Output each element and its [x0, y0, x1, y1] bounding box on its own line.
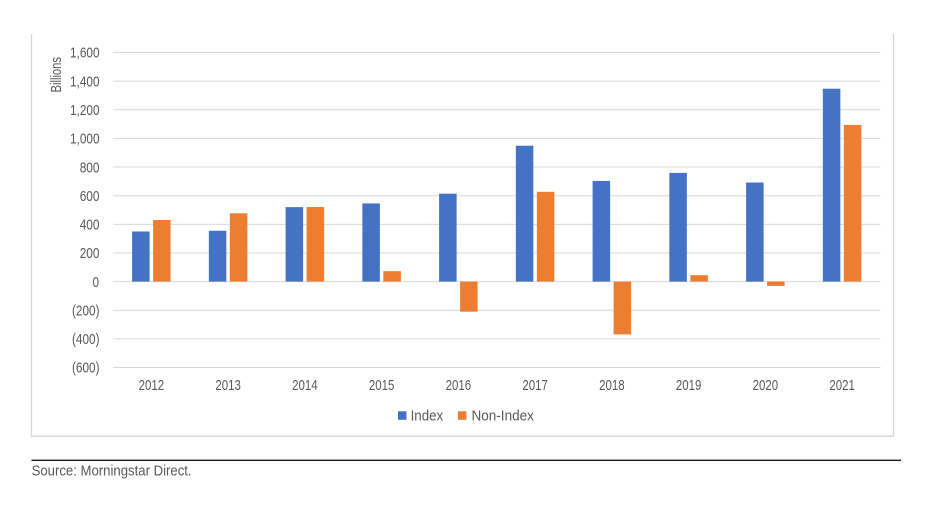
- svg-text:2019: 2019: [676, 377, 702, 394]
- svg-text:Source: Morningstar Direct.: Source: Morningstar Direct.: [32, 463, 192, 480]
- svg-text:1,000: 1,000: [70, 131, 100, 148]
- svg-text:Billions: Billions: [48, 57, 65, 93]
- svg-text:200: 200: [80, 245, 100, 262]
- svg-text:Non-Index: Non-Index: [472, 407, 535, 424]
- svg-text:Index: Index: [411, 407, 444, 424]
- svg-text:(400): (400): [72, 331, 100, 348]
- svg-text:1,400: 1,400: [70, 73, 100, 90]
- svg-text:600: 600: [80, 188, 100, 205]
- svg-text:2021: 2021: [829, 377, 855, 394]
- svg-text:(200): (200): [72, 302, 100, 319]
- svg-text:800: 800: [80, 159, 100, 176]
- svg-text:(600): (600): [72, 360, 100, 377]
- svg-text:2013: 2013: [215, 377, 241, 394]
- svg-text:2017: 2017: [522, 377, 548, 394]
- svg-text:0: 0: [93, 274, 100, 291]
- svg-text:400: 400: [80, 217, 100, 234]
- svg-text:2016: 2016: [446, 377, 472, 394]
- svg-text:2012: 2012: [139, 377, 165, 394]
- svg-text:2014: 2014: [292, 377, 318, 394]
- svg-text:1,600: 1,600: [70, 45, 100, 62]
- svg-text:2015: 2015: [369, 377, 395, 394]
- svg-text:2020: 2020: [753, 377, 779, 394]
- svg-text:1,200: 1,200: [70, 102, 100, 119]
- svg-text:2018: 2018: [599, 377, 625, 394]
